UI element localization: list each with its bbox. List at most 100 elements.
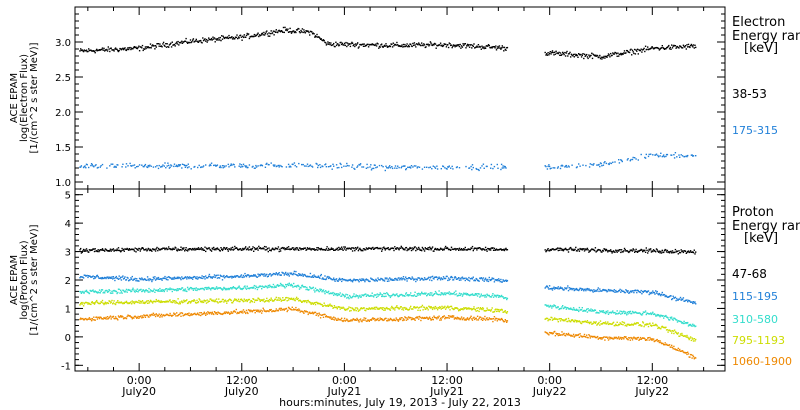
data-point [90, 163, 93, 165]
data-point [572, 53, 575, 56]
data-point [658, 250, 661, 252]
data-point [253, 33, 256, 36]
data-point [364, 319, 366, 321]
data-point [226, 275, 228, 277]
data-point [169, 312, 171, 315]
data-point [668, 329, 670, 331]
data-point [281, 247, 283, 249]
data-point [246, 285, 248, 287]
data-point [291, 306, 293, 308]
data-point [693, 47, 695, 49]
data-point [269, 32, 272, 35]
data-point [181, 167, 183, 169]
data-point [203, 276, 205, 278]
data-point [134, 277, 136, 280]
data-point [659, 48, 661, 50]
data-point [583, 248, 585, 250]
data-point [269, 249, 272, 251]
data-point [336, 294, 338, 297]
data-point [94, 248, 96, 250]
data-point [241, 39, 243, 41]
data-point [206, 313, 208, 315]
data-point [155, 46, 157, 48]
data-point [264, 33, 267, 35]
data-point [383, 292, 385, 295]
data-point [381, 294, 384, 296]
data-point [239, 163, 241, 165]
data-point [327, 316, 330, 318]
data-point [298, 273, 300, 275]
data-point [172, 299, 174, 302]
data-point [679, 320, 681, 322]
data-point [444, 293, 447, 296]
data-point [244, 285, 246, 287]
data-point [576, 166, 578, 168]
data-point [645, 313, 647, 316]
data-point [94, 52, 96, 54]
data-point [303, 286, 306, 288]
data-point [237, 248, 239, 251]
data-point [687, 321, 689, 324]
data-point [474, 247, 477, 249]
data-point [549, 288, 551, 290]
data-point [619, 288, 621, 291]
data-point [374, 308, 376, 310]
data-point [379, 292, 381, 294]
data-point [181, 40, 183, 42]
data-point [644, 45, 647, 47]
data-point [393, 307, 395, 309]
data-point [351, 164, 354, 166]
data-point [503, 249, 506, 252]
data-point [311, 275, 314, 277]
data-point [182, 289, 184, 292]
data-point [210, 276, 213, 278]
data-point [250, 248, 252, 250]
data-point [413, 306, 416, 308]
data-point [222, 248, 224, 250]
data-point [603, 55, 605, 58]
data-point [469, 248, 472, 251]
data-point [677, 299, 679, 301]
data-point [415, 249, 417, 252]
data-point [249, 287, 251, 289]
data-point [183, 164, 185, 166]
data-point [105, 49, 107, 51]
data-point [429, 41, 432, 43]
data-point [677, 253, 679, 255]
data-point [545, 304, 547, 306]
data-point [399, 247, 401, 249]
data-point [135, 280, 137, 282]
data-point [397, 307, 400, 309]
data-point [124, 317, 126, 319]
data-point [80, 49, 83, 52]
data-point [96, 299, 98, 302]
data-point [216, 164, 219, 166]
data-point [184, 166, 187, 168]
data-point [364, 45, 366, 47]
data-point [394, 309, 396, 311]
data-point [588, 251, 590, 253]
data-point [655, 47, 657, 49]
data-point [247, 287, 250, 290]
data-point [494, 279, 496, 281]
data-point [266, 276, 269, 278]
data-point [343, 42, 346, 45]
data-point [441, 293, 443, 295]
data-point [96, 292, 99, 294]
data-point [82, 277, 85, 279]
data-point [662, 155, 664, 157]
data-point [173, 43, 176, 46]
data-point [277, 284, 279, 286]
data-point [390, 318, 392, 320]
data-point [582, 164, 584, 166]
data-point [445, 247, 448, 250]
data-point [407, 309, 410, 311]
data-point [160, 45, 163, 47]
data-point [376, 293, 378, 295]
data-point [91, 289, 93, 292]
data-point [422, 248, 424, 250]
data-point [498, 278, 500, 280]
data-point [400, 245, 402, 248]
data-point [367, 308, 370, 310]
data-point [604, 321, 607, 323]
